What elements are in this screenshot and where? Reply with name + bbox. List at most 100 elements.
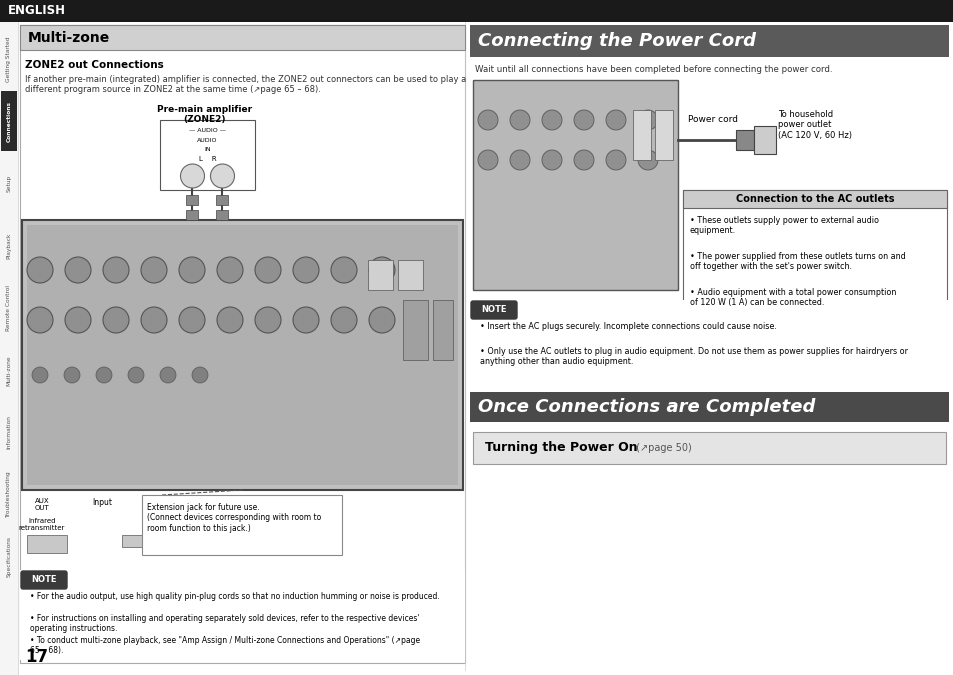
Text: NOTE: NOTE: [31, 576, 56, 585]
Text: • These outlets supply power to external audio
equipment.: • These outlets supply power to external…: [689, 216, 878, 236]
Bar: [1, 91, 17, 151]
Circle shape: [65, 257, 91, 283]
Circle shape: [293, 257, 318, 283]
Circle shape: [331, 307, 356, 333]
Circle shape: [216, 307, 243, 333]
Circle shape: [192, 367, 208, 383]
Text: Getting Started: Getting Started: [7, 36, 11, 82]
Text: Setup: Setup: [7, 175, 11, 192]
Bar: [402, 300, 428, 360]
Circle shape: [254, 307, 281, 333]
Text: Turning the Power On: Turning the Power On: [484, 441, 637, 454]
Circle shape: [369, 257, 395, 283]
Circle shape: [541, 150, 561, 170]
Text: 17: 17: [25, 648, 48, 666]
Text: L    R: L R: [198, 156, 216, 162]
Text: Multi-zone: Multi-zone: [28, 30, 111, 45]
Text: AUX
OUT: AUX OUT: [34, 498, 50, 511]
Circle shape: [369, 307, 395, 333]
Circle shape: [293, 307, 318, 333]
Circle shape: [64, 367, 80, 383]
Bar: [682, 190, 946, 325]
Bar: [122, 535, 147, 547]
Text: Connections: Connections: [7, 101, 11, 142]
Text: • Audio equipment with a total power consumption
of 120 W (1 A) can be connected: • Audio equipment with a total power con…: [689, 288, 896, 307]
Circle shape: [32, 367, 48, 383]
Bar: [473, 80, 678, 290]
Bar: [433, 300, 453, 360]
Text: (↗page 50): (↗page 50): [633, 443, 691, 453]
Bar: [152, 535, 177, 547]
Circle shape: [477, 150, 497, 170]
Bar: [735, 130, 753, 150]
Bar: [22, 220, 462, 490]
Bar: [212, 532, 242, 550]
Circle shape: [211, 164, 234, 188]
Bar: [27, 225, 457, 485]
Bar: [20, 570, 464, 660]
Bar: [20, 25, 464, 50]
Bar: [682, 190, 946, 208]
Bar: [753, 126, 775, 154]
Text: ENGLISH: ENGLISH: [8, 5, 66, 18]
Circle shape: [574, 150, 594, 170]
Circle shape: [510, 110, 530, 130]
Text: Power cord: Power cord: [687, 115, 738, 124]
Circle shape: [179, 307, 205, 333]
Circle shape: [605, 150, 625, 170]
Circle shape: [96, 367, 112, 383]
Bar: [27, 535, 67, 553]
Bar: [186, 195, 198, 205]
Text: • For instructions on installing and operating separately sold devices, refer to: • For instructions on installing and ope…: [30, 614, 419, 633]
Text: Pre-main amplifier
(ZONE2): Pre-main amplifier (ZONE2): [157, 105, 253, 124]
Text: NOTE: NOTE: [480, 306, 506, 315]
Circle shape: [27, 307, 53, 333]
Text: AUDIO: AUDIO: [197, 138, 217, 143]
Text: Connection to the AC outlets: Connection to the AC outlets: [735, 194, 893, 204]
Circle shape: [65, 307, 91, 333]
Text: IN: IN: [204, 147, 211, 152]
Text: — AUDIO —: — AUDIO —: [189, 128, 226, 133]
Circle shape: [160, 367, 175, 383]
Bar: [160, 120, 254, 190]
Text: To household
power outlet
(AC 120 V, 60 Hz): To household power outlet (AC 120 V, 60 …: [778, 110, 851, 140]
Text: Troubleshooting: Troubleshooting: [7, 471, 11, 518]
Text: Remote Control: Remote Control: [7, 285, 11, 331]
Text: Extension jack for future use.
(Connect devices corresponding with room to
room : Extension jack for future use. (Connect …: [147, 503, 321, 533]
Bar: [473, 432, 945, 464]
Text: Once Connections are Completed: Once Connections are Completed: [477, 398, 815, 416]
Text: If another pre-main (integrated) amplifier is connected, the ZONE2 out connector: If another pre-main (integrated) amplifi…: [25, 75, 466, 94]
Text: • To conduct multi-zone playback, see "Amp Assign / Multi-zone Connections and O: • To conduct multi-zone playback, see "A…: [30, 636, 419, 655]
Circle shape: [216, 257, 243, 283]
Circle shape: [128, 367, 144, 383]
Text: Infrared
retransmitter: Infrared retransmitter: [19, 518, 65, 531]
Bar: [470, 300, 948, 380]
Bar: [216, 210, 229, 220]
Text: Information: Information: [7, 416, 11, 450]
Bar: [20, 25, 464, 663]
Circle shape: [103, 307, 129, 333]
Bar: [655, 110, 672, 160]
Circle shape: [477, 110, 497, 130]
Circle shape: [179, 257, 205, 283]
Bar: [216, 195, 229, 205]
Circle shape: [27, 257, 53, 283]
Text: Wait until all connections have been completed before connecting the power cord.: Wait until all connections have been com…: [475, 65, 832, 74]
Text: Playback: Playback: [7, 233, 11, 259]
Bar: [186, 210, 198, 220]
Circle shape: [541, 110, 561, 130]
Circle shape: [180, 164, 204, 188]
Bar: [0, 22, 18, 675]
FancyBboxPatch shape: [471, 301, 517, 319]
Text: • Insert the AC plugs securely. Incomplete connections could cause noise.: • Insert the AC plugs securely. Incomple…: [479, 322, 776, 331]
Circle shape: [141, 257, 167, 283]
Circle shape: [510, 150, 530, 170]
Text: Specifications: Specifications: [7, 537, 11, 577]
FancyBboxPatch shape: [21, 571, 67, 589]
Text: Infrared
sensor: Infrared sensor: [228, 518, 255, 531]
Text: • The power supplied from these outlets turns on and
off together with the set's: • The power supplied from these outlets …: [689, 252, 904, 271]
Circle shape: [331, 257, 356, 283]
Bar: [633, 110, 650, 160]
Circle shape: [574, 110, 594, 130]
Text: Connecting the Power Cord: Connecting the Power Cord: [477, 32, 755, 50]
